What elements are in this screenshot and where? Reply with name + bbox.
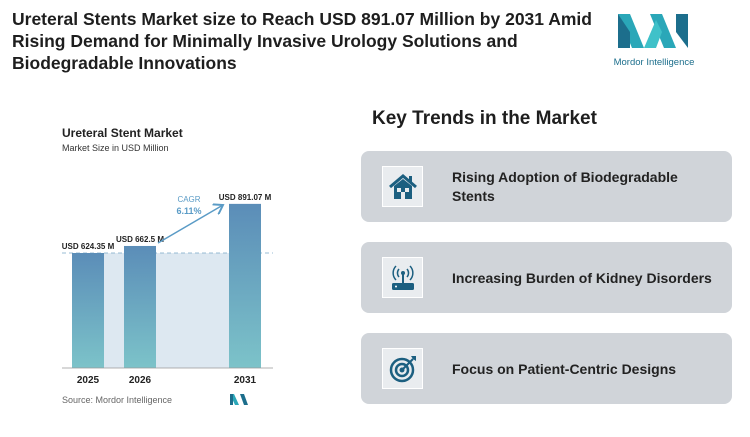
chart-subtitle: Market Size in USD Million <box>62 143 169 153</box>
cagr-arrow <box>157 205 223 244</box>
chart-source: Source: Mordor Intelligence <box>62 395 173 405</box>
mordor-logo: Mordor Intelligence <box>612 12 696 68</box>
bar-chart: USD 624.35 M 2025 USD 662.5 M 2026 USD 891.0… <box>62 193 273 386</box>
x-tick-label: 2026 <box>129 375 152 386</box>
logo-text: Mordor Intelligence <box>613 57 695 68</box>
data-label: USD 662.5 M <box>116 235 164 244</box>
router-icon <box>391 264 414 290</box>
trend-card: Increasing Burden of Kidney Disorders <box>361 242 732 313</box>
logo-icon <box>618 14 688 48</box>
x-tick-label: 2031 <box>234 375 257 386</box>
chart-title: Ureteral Stent Market <box>62 126 183 140</box>
source-logo-icon <box>230 394 248 405</box>
trend-label: Rising Adoption of Biodegradable Stents <box>452 169 678 204</box>
data-label: USD 624.35 M <box>62 242 115 251</box>
bar-2025 <box>72 253 104 368</box>
trend-label: Increasing Burden of Kidney Disorders <box>452 270 712 286</box>
trend-label: Focus on Patient-Centric Designs <box>452 361 677 377</box>
page-title: Ureteral Stents Market size to Reach USD… <box>12 9 592 73</box>
trends-heading: Key Trends in the Market <box>372 108 597 129</box>
target-icon <box>389 355 416 382</box>
cagr-label: CAGR <box>177 195 200 204</box>
bar-2031 <box>229 203 261 368</box>
data-label: USD 891.07 M <box>219 193 272 202</box>
cagr-value: 6.11% <box>176 206 201 216</box>
trend-card: Focus on Patient-Centric Designs <box>361 333 732 404</box>
shaded-region <box>104 253 229 368</box>
bar-2026 <box>124 245 156 368</box>
trend-card: Rising Adoption of Biodegradable Stents <box>361 151 732 222</box>
x-tick-label: 2025 <box>77 375 100 386</box>
house-icon <box>388 173 417 199</box>
